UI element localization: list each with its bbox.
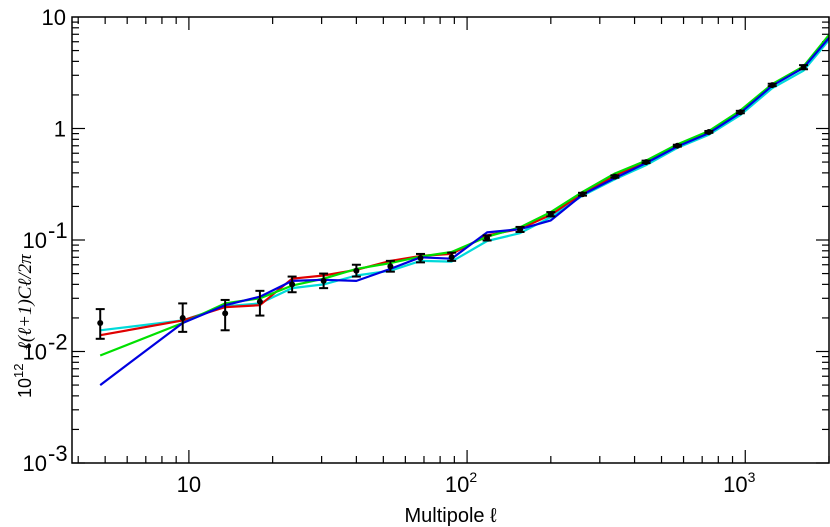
- data-marker: [800, 64, 807, 71]
- y-label-prefix: 1012: [11, 364, 35, 399]
- y-tick-label: 10: [23, 228, 47, 253]
- data-marker: [97, 320, 104, 327]
- data-marker: [353, 267, 360, 274]
- x-tick-label: 102: [445, 469, 477, 497]
- data-point: [385, 259, 395, 273]
- data-marker: [256, 298, 263, 305]
- data-point: [95, 308, 105, 340]
- x-axis-label: Multipole ℓ: [404, 505, 497, 527]
- x-tick-label: 10: [177, 472, 201, 497]
- data-point: [319, 272, 329, 290]
- y-tick-exponent: -3: [48, 441, 68, 466]
- data-marker: [579, 191, 586, 198]
- data-marker: [643, 159, 650, 166]
- x-tick-labels: 10 102 103: [177, 469, 756, 497]
- data-marker: [674, 142, 681, 149]
- data-point: [767, 82, 777, 89]
- data-marker: [611, 173, 618, 180]
- data-marker: [289, 281, 296, 288]
- data-point: [447, 251, 457, 262]
- data-marker: [705, 129, 712, 136]
- data-marker: [320, 277, 327, 284]
- data-point: [610, 173, 620, 180]
- data-marker: [417, 254, 424, 261]
- y-tick-exponent: -2: [48, 330, 68, 355]
- data-point: [220, 298, 230, 332]
- data-point: [482, 234, 492, 242]
- data-point: [287, 275, 297, 294]
- data-marker: [387, 263, 394, 270]
- series-line-1: [100, 39, 830, 332]
- data-point: [546, 211, 556, 218]
- data-point: [704, 129, 714, 136]
- data-point: [415, 252, 425, 264]
- y-label-text: ℓ(ℓ+1)Cℓ/2π: [15, 254, 36, 350]
- data-marker: [737, 109, 744, 116]
- data-marker: [547, 211, 554, 218]
- axis-ticks: [72, 17, 830, 464]
- data-marker: [484, 235, 491, 242]
- y-tick-label: 10: [23, 451, 47, 476]
- data-point: [255, 289, 265, 317]
- y-tick-label: 10: [23, 340, 47, 365]
- series-line-4: [99, 37, 830, 386]
- data-point: [799, 64, 809, 71]
- series-line-2: [100, 35, 830, 337]
- y-tick-label: 1: [54, 117, 66, 142]
- data-marker: [517, 226, 524, 233]
- data-point: [578, 191, 588, 198]
- data-point: [672, 142, 682, 149]
- data-marker: [179, 314, 186, 321]
- data-marker: [769, 82, 776, 89]
- y-tick-exponent: -1: [48, 218, 68, 243]
- y-axis-label: 1012 ℓ(ℓ+1)Cℓ/2π: [11, 254, 36, 398]
- y-tick-label: 10: [42, 5, 66, 30]
- data-point: [178, 302, 188, 333]
- data-points: [95, 64, 809, 340]
- data-point: [641, 159, 651, 166]
- data-point: [735, 109, 745, 116]
- data-marker: [222, 310, 229, 317]
- series-lines: [99, 34, 830, 386]
- data-point: [515, 225, 525, 233]
- x-tick-label: 103: [723, 469, 755, 497]
- plot-frame: [71, 16, 830, 464]
- data-marker: [448, 254, 455, 261]
- data-point: [351, 263, 361, 278]
- series-line-3: [99, 34, 830, 357]
